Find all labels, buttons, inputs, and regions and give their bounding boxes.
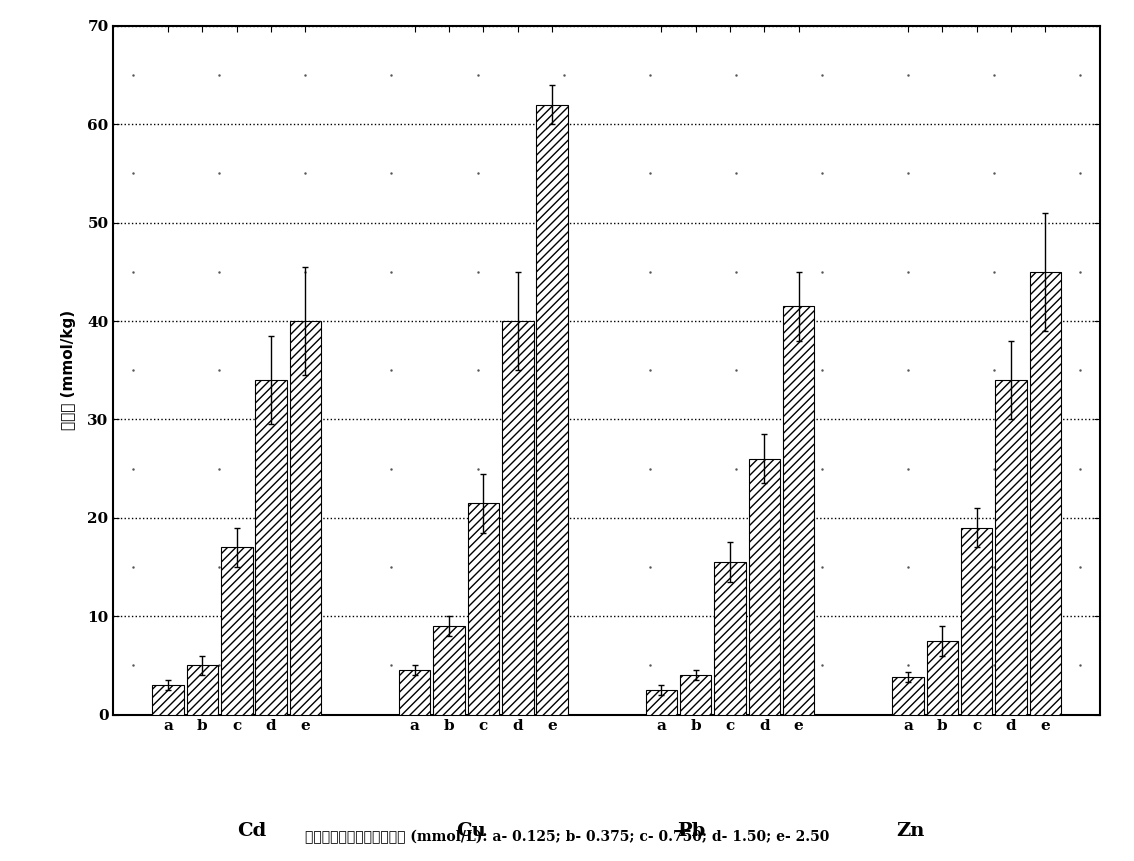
Bar bbox=[714, 562, 746, 715]
Bar bbox=[221, 548, 253, 715]
Text: Pb: Pb bbox=[677, 822, 705, 839]
Bar bbox=[996, 380, 1026, 715]
Bar bbox=[399, 671, 431, 715]
Text: Cd: Cd bbox=[237, 822, 266, 839]
Bar bbox=[1030, 272, 1061, 715]
Bar bbox=[680, 675, 711, 715]
Bar bbox=[152, 685, 184, 715]
Bar bbox=[782, 307, 814, 715]
Bar bbox=[892, 678, 924, 715]
Y-axis label: 吸附量 (mmol/kg): 吸附量 (mmol/kg) bbox=[61, 310, 76, 430]
Bar bbox=[467, 503, 499, 715]
Text: Cu: Cu bbox=[457, 822, 486, 839]
Bar bbox=[187, 666, 218, 715]
Text: Zn: Zn bbox=[897, 822, 925, 839]
Bar bbox=[289, 321, 321, 715]
Bar bbox=[748, 459, 780, 715]
Bar bbox=[502, 321, 533, 715]
Bar bbox=[536, 104, 568, 715]
Text: 吸附时重金属离子初始浓度 (mmol/L): a- 0.125; b- 0.375; c- 0.750; d- 1.50; e- 2.50: 吸附时重金属离子初始浓度 (mmol/L): a- 0.125; b- 0.37… bbox=[305, 830, 829, 844]
Bar bbox=[255, 380, 287, 715]
Bar bbox=[926, 641, 958, 715]
Bar bbox=[960, 528, 992, 715]
Bar bbox=[645, 690, 677, 715]
Bar bbox=[433, 626, 465, 715]
